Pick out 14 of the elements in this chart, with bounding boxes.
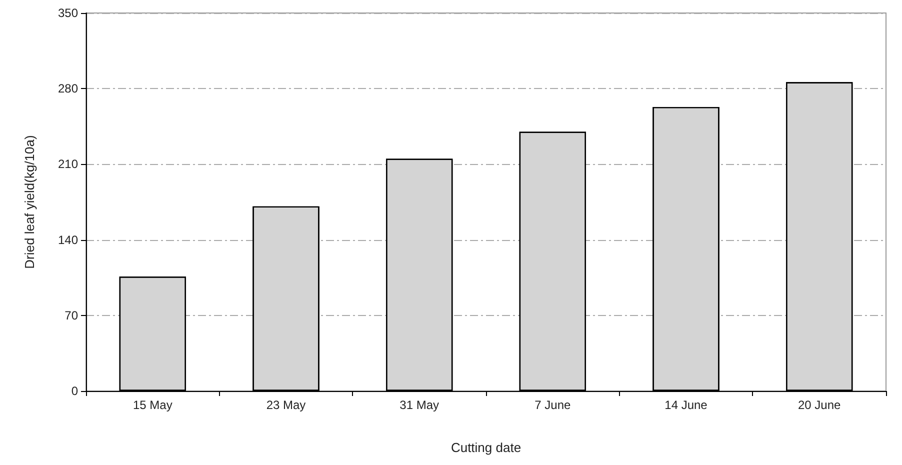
x-tick-label: 23 May (266, 398, 306, 412)
x-axis-title: Cutting date (450, 440, 522, 455)
y-tick-label: 350 (58, 6, 78, 20)
y-tick-label: 0 (71, 384, 78, 398)
x-tick-label: 7 June (534, 398, 572, 412)
x-tick-label: 31 May (400, 398, 440, 412)
y-tick-label: 70 (64, 308, 78, 322)
x-tick-label: 15 May (132, 398, 172, 412)
x-tick-label: 20 June (798, 398, 842, 412)
y-tick-label: 140 (58, 232, 78, 247)
x-tick-label: 14 June (664, 398, 708, 412)
y-tick-label: 210 (58, 157, 78, 172)
y-axis-title: Dried leaf yield(kg/10a) (22, 135, 37, 269)
y-tick-label: 280 (58, 82, 78, 96)
